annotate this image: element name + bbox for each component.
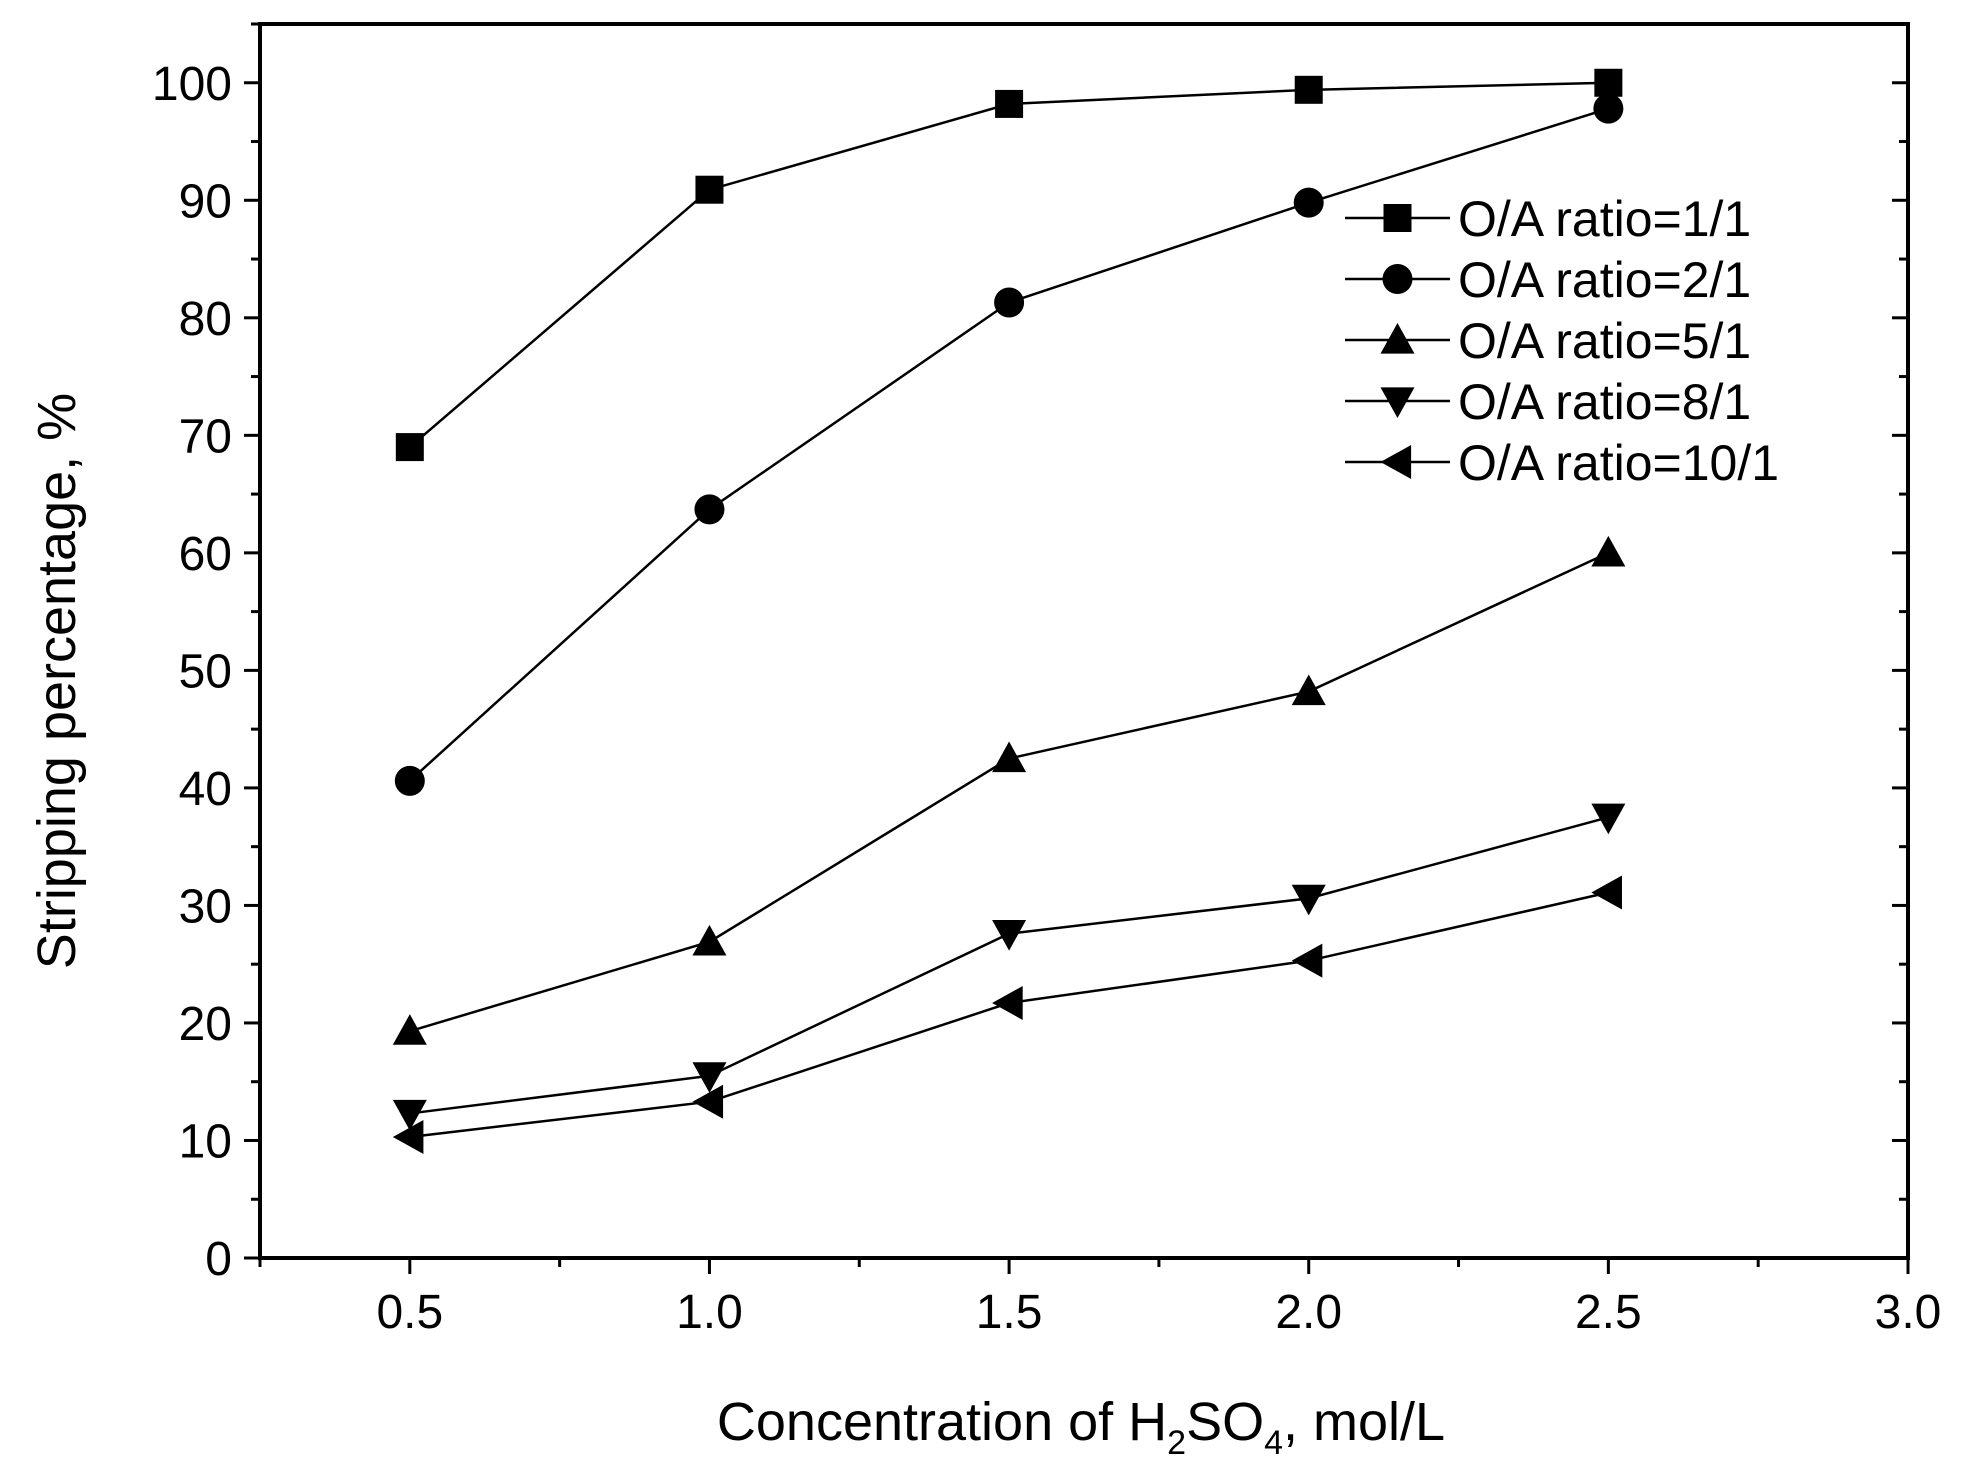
y-tick-label: 80: [179, 293, 232, 346]
data-point: [695, 175, 724, 204]
data-point: [692, 924, 727, 956]
x-axis-title-sub-2: 2: [1167, 1424, 1186, 1462]
data-point: [392, 1014, 427, 1045]
data-point: [994, 287, 1025, 318]
series-5: [392, 875, 1622, 1154]
y-tick-label: 70: [179, 410, 232, 463]
data-point: [694, 494, 725, 525]
data-point: [392, 1119, 424, 1154]
data-point: [394, 765, 425, 796]
x-axis-title-sub-4: 4: [1264, 1424, 1283, 1462]
x-tick-label: 3.0: [1875, 1286, 1942, 1339]
y-axis-title: Stripping percentage, %: [27, 393, 87, 969]
x-tick-label: 1.5: [976, 1286, 1043, 1339]
y-tick-label: 0: [205, 1233, 232, 1286]
y-tick-label: 90: [179, 175, 232, 228]
legend-item: O/A ratio=1/1: [1345, 191, 1751, 247]
legend-marker: [1380, 445, 1412, 479]
y-tick-label: 20: [179, 998, 232, 1051]
x-tick-label: 2.5: [1575, 1286, 1642, 1339]
data-point: [392, 1099, 427, 1131]
data-point: [992, 741, 1027, 773]
series-4: [392, 803, 1626, 1131]
legend-item: O/A ratio=8/1: [1345, 374, 1751, 430]
x-axis-title: Concentration of H2SO4, mol/L: [717, 1392, 1445, 1462]
y-tick-label: 50: [179, 645, 232, 698]
y-tick-label: 60: [179, 528, 232, 581]
x-tick-label: 2.0: [1275, 1286, 1342, 1339]
data-point: [692, 1062, 727, 1093]
series-line: [408, 107, 1609, 782]
data-point: [692, 1084, 724, 1119]
series-line: [409, 816, 1609, 1115]
y-tick-label: 10: [179, 1115, 232, 1168]
data-point: [1593, 93, 1624, 124]
legend-label: O/A ratio=8/1: [1458, 374, 1751, 430]
x-axis-title-prefix: Concentration of H: [717, 1392, 1167, 1452]
legend-label: O/A ratio=1/1: [1458, 191, 1751, 247]
legend-label: O/A ratio=5/1: [1458, 313, 1751, 369]
legend-item: O/A ratio=10/1: [1345, 435, 1779, 491]
data-point: [992, 920, 1027, 951]
legend-marker: [1383, 204, 1412, 232]
series-3: [392, 535, 1626, 1045]
data-point: [1294, 75, 1323, 104]
data-point: [1591, 803, 1626, 835]
data-point: [395, 433, 424, 462]
legend-item: O/A ratio=5/1: [1345, 313, 1751, 369]
x-tick-label: 0.5: [376, 1286, 443, 1339]
legend-marker: [1380, 387, 1415, 418]
data-point: [1291, 884, 1326, 916]
legend-label: O/A ratio=10/1: [1458, 435, 1779, 491]
y-tick-label: 100: [152, 58, 232, 111]
x-tick-label: 1.0: [676, 1286, 743, 1339]
data-point: [995, 89, 1024, 118]
y-tick-label: 40: [179, 763, 232, 816]
data-point: [992, 985, 1023, 1020]
plot-frame: [258, 22, 1910, 1260]
data-point: [1291, 674, 1326, 706]
series-2: [394, 93, 1624, 796]
y-tick-label: 30: [179, 880, 232, 933]
x-axis-title-mid: SO: [1186, 1392, 1264, 1452]
data-point: [1291, 943, 1323, 978]
legend-label: O/A ratio=2/1: [1458, 252, 1751, 308]
data-point: [1591, 875, 1622, 910]
data-point: [1591, 535, 1626, 567]
legend-item: O/A ratio=2/1: [1345, 252, 1751, 308]
data-point: [1594, 68, 1623, 97]
legend-marker: [1382, 264, 1413, 294]
data-point: [1293, 187, 1324, 218]
x-axis-title-suffix: , mol/L: [1283, 1392, 1445, 1452]
series-line: [409, 551, 1609, 1033]
series-1: [395, 68, 1623, 462]
legend-marker: [1380, 323, 1415, 354]
series-line: [409, 81, 1609, 449]
